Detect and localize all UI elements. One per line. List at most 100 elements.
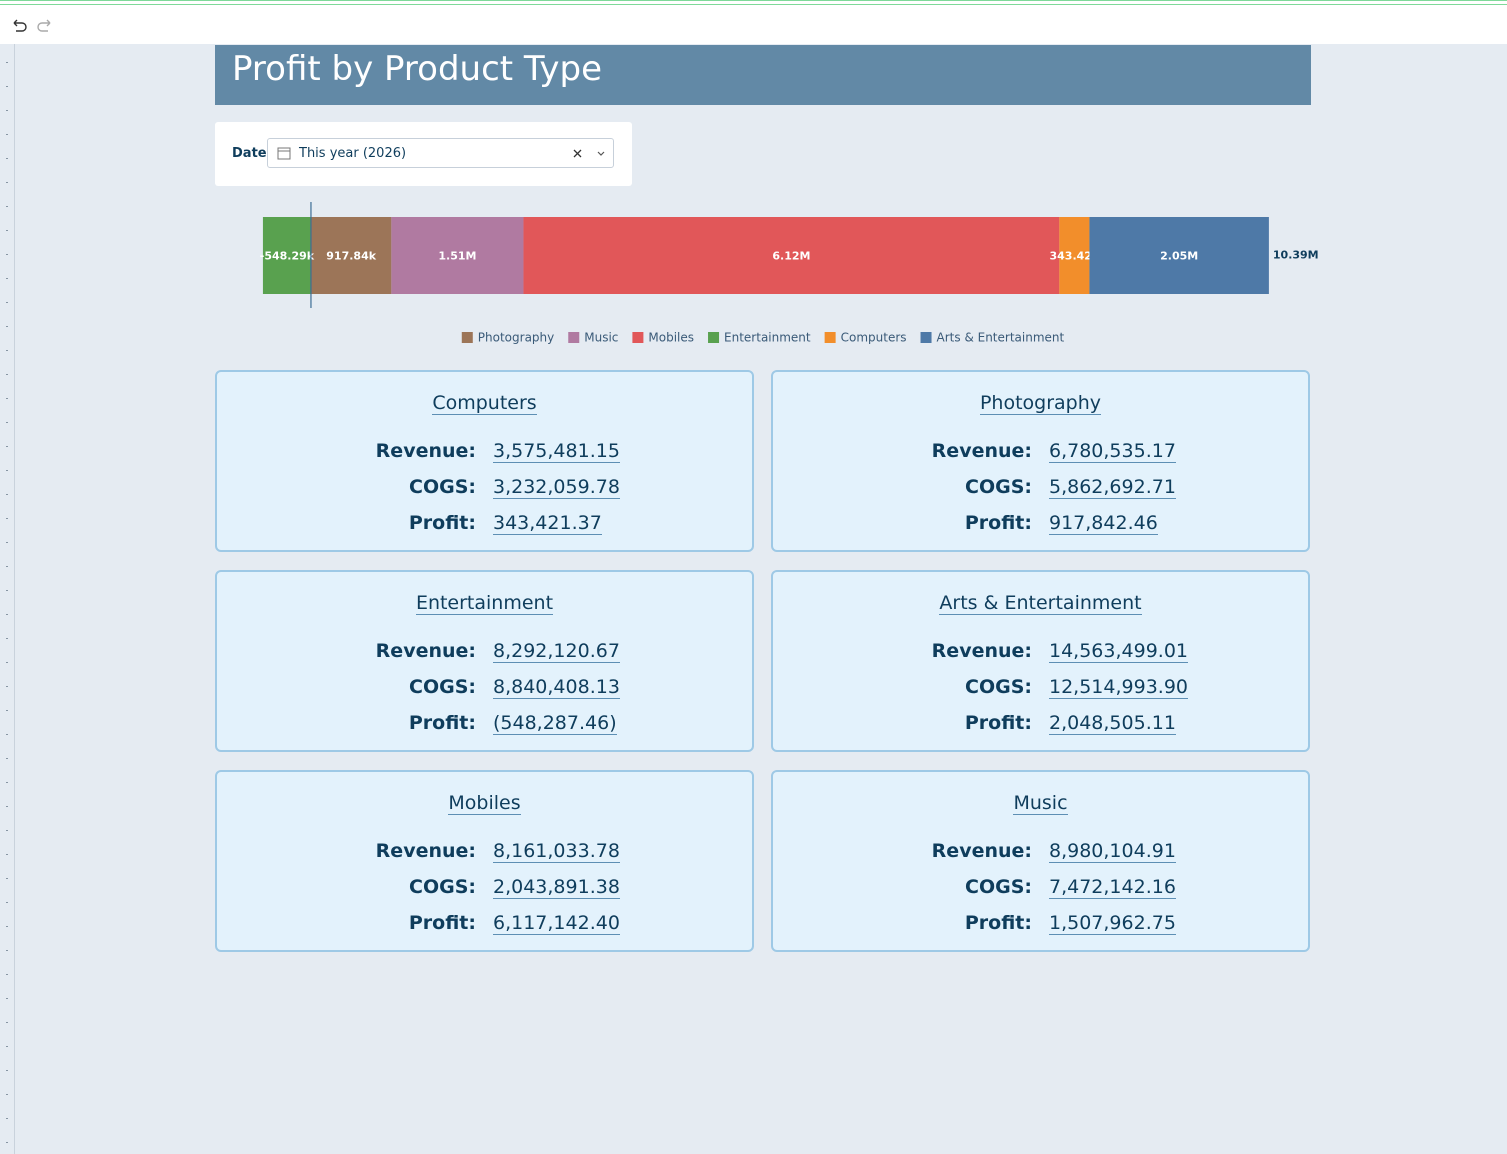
card-row: Profit: 1,507,962.75 [773, 912, 1308, 936]
card-row: COGS: 7,472,142.16 [773, 876, 1308, 900]
toolbar [0, 0, 1507, 44]
card-title-row: Arts & Entertainment [773, 592, 1308, 615]
filter-value: This year (2026) [299, 146, 407, 161]
dropdown-icon[interactable] [597, 151, 605, 156]
card: Photography Revenue: 6,780,535.17 COGS: 5,86… [771, 370, 1310, 552]
card-title-row: Computers [217, 392, 752, 415]
metric-label: COGS: [965, 476, 1032, 498]
metric-label: Revenue: [375, 440, 476, 462]
card-title[interactable]: Music [1013, 792, 1068, 815]
legend-label: Mobiles [648, 331, 694, 345]
metric-label: COGS: [965, 676, 1032, 698]
undo-redo [13, 19, 51, 32]
card: Music Revenue: 8,980,104.91 COGS: 7,472,142.… [771, 770, 1310, 952]
metric-value[interactable]: 6,117,142.40 [493, 912, 620, 935]
card-row: COGS: 5,862,692.71 [773, 476, 1308, 500]
metric-label: Revenue: [931, 840, 1032, 862]
card-row: COGS: 3,232,059.78 [217, 476, 752, 500]
data-label: 1.51M [438, 250, 476, 263]
legend-label: Entertainment [724, 331, 811, 345]
metric-label: Profit: [964, 712, 1032, 734]
card-title[interactable]: Entertainment [415, 592, 554, 615]
metric-label: COGS: [409, 676, 476, 698]
legend-label: Computers [841, 331, 907, 345]
card-title-row: Mobiles [217, 792, 752, 815]
data-label: 917.84k [326, 250, 376, 263]
metric-label: Profit: [964, 512, 1032, 534]
legend-swatch [632, 332, 644, 343]
metric-value[interactable]: 3,575,481.15 [493, 440, 620, 463]
metric-label: Profit: [408, 712, 476, 734]
data-label: 6.12M [772, 250, 810, 263]
card-title-row: Music [773, 792, 1308, 815]
metric-value[interactable]: 8,840,408.13 [493, 676, 620, 699]
metric-value[interactable]: 6,780,535.17 [1049, 440, 1176, 463]
metric-value[interactable]: 5,862,692.71 [1049, 476, 1176, 499]
metric-label: Profit: [408, 512, 476, 534]
ruler [0, 44, 15, 1154]
metric-value[interactable]: (548,287.46) [493, 712, 617, 735]
legend-swatch [920, 332, 932, 343]
select-controls [573, 149, 605, 158]
legend-swatch [708, 332, 720, 343]
legend-swatch [568, 332, 580, 343]
metric-value[interactable]: 8,161,033.78 [493, 840, 620, 863]
header: Profit by Product Type [215, 45, 1311, 105]
metric-value[interactable]: 343,421.37 [493, 512, 602, 535]
bar-segment [1089, 217, 1269, 294]
metric-label: Revenue: [931, 440, 1032, 462]
metric-value[interactable]: 3,232,059.78 [493, 476, 620, 499]
metric-label: Profit: [408, 912, 476, 934]
card-title[interactable]: Photography [979, 392, 1102, 415]
bar-segment [523, 217, 1060, 294]
calendar-icon [277, 147, 291, 160]
filter-panel: Date This year (2026) [215, 122, 632, 186]
card: Arts & Entertainment Revenue: 14,563,499.0… [771, 570, 1310, 752]
card-title[interactable]: Arts & Entertainment [939, 592, 1142, 615]
bar-segment [391, 217, 524, 294]
card: Entertainment Revenue: 8,292,120.67 COGS: 8,… [215, 570, 754, 752]
redo-icon[interactable] [37, 19, 51, 32]
card-row: Profit: 343,421.37 [217, 512, 752, 536]
card-row: Profit: 6,117,142.40 [217, 912, 752, 936]
legend-label: Arts & Entertainment [937, 331, 1065, 345]
bar-segment [1059, 217, 1090, 294]
metric-label: Revenue: [375, 640, 476, 662]
legend-label: Music [584, 331, 618, 345]
metric-label: COGS: [409, 876, 476, 898]
metric-label: COGS: [409, 476, 476, 498]
card-row: Revenue: 8,980,104.91 [773, 840, 1308, 864]
card-row: Revenue: 8,161,033.78 [217, 840, 752, 864]
date-select[interactable]: This year (2026) [267, 138, 614, 168]
clear-icon[interactable] [573, 149, 582, 158]
metric-value[interactable]: 2,043,891.38 [493, 876, 620, 899]
data-label: 2.05M [1160, 250, 1198, 263]
undo-icon[interactable] [13, 19, 27, 32]
total-label: 10.39M [1273, 249, 1319, 262]
bar-segment [262, 217, 311, 294]
metric-value[interactable]: 7,472,142.16 [1049, 876, 1176, 899]
card-title[interactable]: Mobiles [448, 792, 521, 815]
metric-value[interactable]: 8,980,104.91 [1049, 840, 1176, 863]
data-label: -548.29k [260, 250, 315, 263]
chart: 917.84k 1.51M 6.12M -548.29k 343.42k 2.05M 10.… [260, 202, 1319, 345]
card: Computers Revenue: 3,575,481.15 COGS: 3,232,… [215, 370, 754, 552]
metric-label: Revenue: [375, 840, 476, 862]
bar-segment [310, 217, 392, 294]
card-title-row: Photography [773, 392, 1308, 415]
card-row: COGS: 8,840,408.13 [217, 676, 752, 700]
card-title[interactable]: Computers [432, 392, 537, 415]
legend-swatch [824, 332, 836, 343]
metric-value[interactable]: 12,514,993.90 [1049, 676, 1189, 699]
metric-value[interactable]: 14,563,499.01 [1049, 640, 1189, 663]
metric-value[interactable]: 2,048,505.11 [1049, 712, 1176, 735]
metric-value[interactable]: 1,507,962.75 [1049, 912, 1176, 935]
filter-label: Date [232, 146, 267, 161]
data-label: 343.42k [1050, 250, 1100, 263]
metric-value[interactable]: 917,842.46 [1049, 512, 1158, 535]
card-row: Revenue: 6,780,535.17 [773, 440, 1308, 464]
card-row: Profit: 2,048,505.11 [773, 712, 1308, 736]
card-row: Profit: (548,287.46) [217, 712, 752, 736]
metric-value[interactable]: 8,292,120.67 [493, 640, 620, 663]
